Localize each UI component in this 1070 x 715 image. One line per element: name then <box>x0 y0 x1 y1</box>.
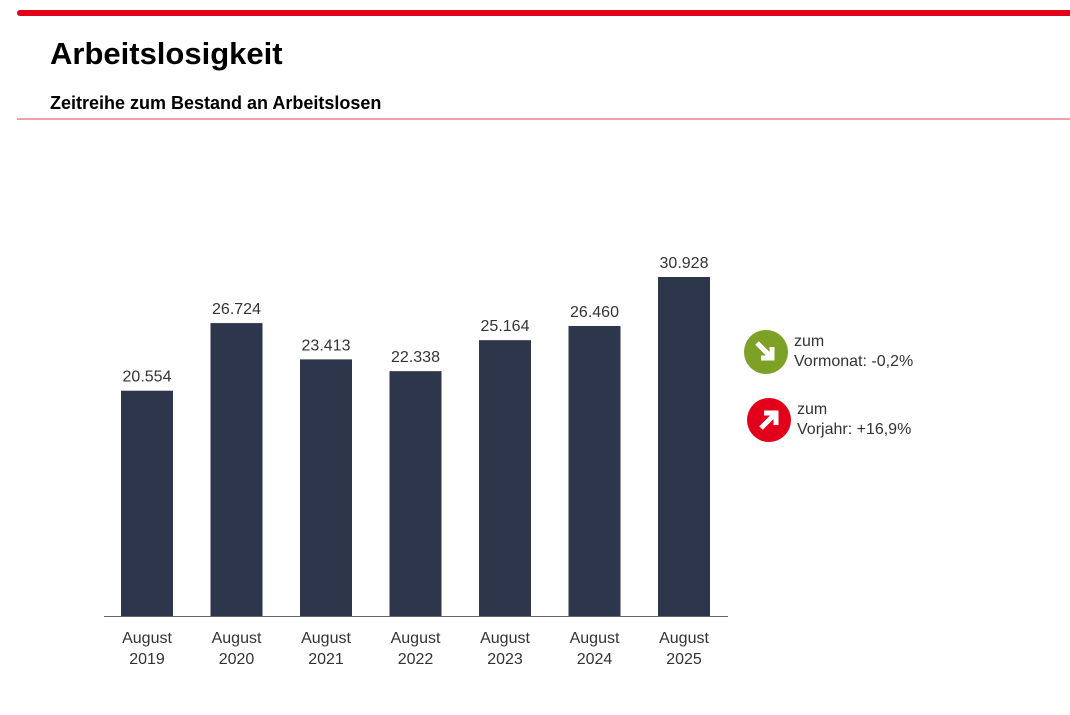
indicator-line1: zum <box>797 401 828 418</box>
x-tick-label: 2022 <box>398 651 434 668</box>
bar <box>568 325 621 616</box>
data-label: 26.724 <box>212 301 261 318</box>
indicator-line2: Vormonat: <box>794 353 867 370</box>
x-tick-label: 2021 <box>308 651 344 668</box>
data-label: 20.554 <box>123 369 172 386</box>
x-tick-label: August <box>122 630 172 647</box>
x-tick-label: August <box>212 630 262 647</box>
indicator-value: +16,9% <box>856 421 912 438</box>
arrow-up-right-icon <box>747 398 791 442</box>
x-tick-label: August <box>570 630 620 647</box>
x-tick-label: 2024 <box>577 651 613 668</box>
data-label: 30.928 <box>660 255 709 272</box>
x-tick-label: 2023 <box>487 651 523 668</box>
x-tick-label: 2019 <box>129 651 165 668</box>
top-accent-bar <box>17 10 1070 16</box>
data-label: 25.164 <box>481 318 530 335</box>
divider <box>17 118 1070 120</box>
bar <box>210 323 263 616</box>
x-tick-label: August <box>391 630 441 647</box>
data-label: 22.338 <box>391 349 440 366</box>
data-label: 26.460 <box>570 304 619 321</box>
x-tick-label: August <box>480 630 530 647</box>
indicator-vormonat: zum Vormonat: -0,2% <box>744 330 913 374</box>
x-tick-label: August <box>301 630 351 647</box>
arrow-down-right-icon <box>744 330 788 374</box>
x-tick-label: 2025 <box>666 651 702 668</box>
x-tick-label: August <box>659 630 709 647</box>
page-title: Arbeitslosigkeit <box>50 36 283 71</box>
indicator-value: -0,2% <box>871 353 914 370</box>
x-tick-label: 2020 <box>219 651 255 668</box>
indicator-line1: zum <box>794 333 825 350</box>
bar <box>479 340 531 616</box>
bar <box>389 371 442 616</box>
page-subtitle: Zeitreihe zum Bestand an Arbeitslosen <box>50 93 382 113</box>
indicator-vorjahr: zum Vorjahr: +16,9% <box>747 398 911 442</box>
bar <box>300 359 352 616</box>
bar <box>658 277 710 616</box>
bar <box>121 390 173 616</box>
data-label: 23.413 <box>302 337 351 354</box>
indicator-line2: Vorjahr: <box>797 421 853 438</box>
